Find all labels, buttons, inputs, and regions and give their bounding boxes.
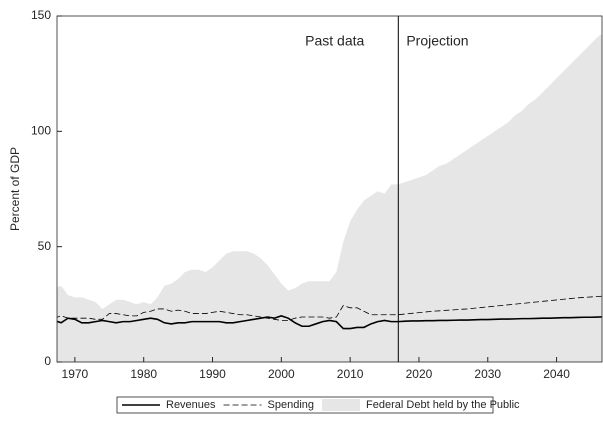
- plot-frame: [56, 15, 603, 363]
- line-solid: [57, 315, 602, 330]
- y-axis-label: Percent of GDP: [8, 147, 22, 231]
- x-tick-label: 2000: [268, 367, 295, 381]
- y-tick-label: 50: [38, 239, 52, 253]
- line-dashed: [57, 295, 602, 321]
- x-tick-label: 1970: [62, 367, 89, 381]
- y-tick-label: 150: [31, 8, 51, 22]
- legend-label: Federal Debt held by the Public: [366, 399, 520, 411]
- x-tick-label: 2030: [474, 367, 501, 381]
- annotation: Projection: [406, 33, 468, 49]
- legend-label: Spending: [268, 399, 315, 411]
- legend-label: Revenues: [166, 399, 216, 411]
- plot: [57, 16, 602, 362]
- legend-swatch: [322, 399, 361, 411]
- y-tick-label: 100: [31, 124, 51, 138]
- x-tick-label: 2020: [406, 367, 433, 381]
- legend-box: [116, 396, 494, 414]
- y-tick-label: 0: [44, 354, 51, 368]
- x-tick-label: 2040: [543, 367, 570, 381]
- x-tick-label: 1990: [199, 367, 226, 381]
- x-tick-label: 1980: [130, 367, 157, 381]
- annotation: Past data: [305, 33, 364, 49]
- x-tick-label: 2010: [337, 367, 364, 381]
- debt-area: [57, 33, 602, 362]
